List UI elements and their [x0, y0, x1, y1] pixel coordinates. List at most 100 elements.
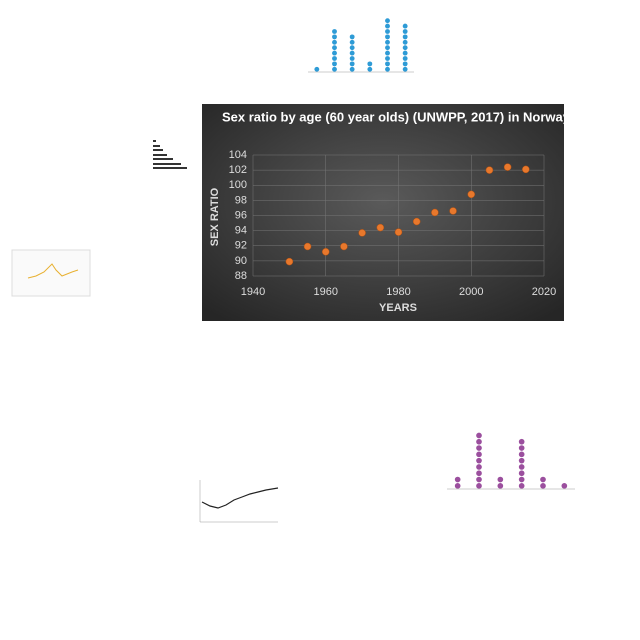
- dot: [385, 50, 390, 56]
- dot: [332, 56, 337, 61]
- point: [322, 248, 330, 256]
- point: [449, 207, 457, 215]
- point: [431, 208, 439, 217]
- dot: [402, 50, 408, 56]
- dot: [518, 483, 525, 489]
- y-tick-label: 98: [235, 194, 247, 206]
- x-axis-label: YEARS: [379, 302, 417, 314]
- y-tick-label: 90: [235, 255, 247, 267]
- dot: [332, 29, 337, 34]
- point: [394, 228, 403, 236]
- dot: [518, 438, 525, 445]
- point: [376, 223, 385, 232]
- y-tick-label: 96: [235, 209, 247, 221]
- dot: [332, 34, 337, 40]
- dot: [518, 445, 525, 451]
- thumbnail-line-2: [199, 480, 279, 523]
- point: [285, 257, 294, 266]
- dot: [349, 61, 355, 67]
- dot: [349, 45, 355, 51]
- dot: [476, 464, 482, 470]
- dot-column: [402, 23, 408, 72]
- point: [522, 165, 530, 174]
- dot: [349, 66, 355, 72]
- dot: [349, 50, 355, 56]
- point: [303, 242, 312, 251]
- y-tick-label: 94: [235, 225, 247, 237]
- dot: [385, 18, 390, 24]
- dot: [518, 451, 525, 458]
- x-tick-label: 1960: [314, 286, 338, 298]
- dot: [518, 470, 525, 477]
- dot: [476, 432, 482, 439]
- y-tick-label: 100: [229, 179, 247, 191]
- dot: [402, 66, 408, 72]
- dot: [385, 39, 390, 45]
- dot: [476, 451, 482, 458]
- dot: [476, 476, 482, 483]
- dot: [349, 39, 355, 45]
- dot: [402, 29, 408, 34]
- dot-column: [349, 34, 355, 72]
- dot: [402, 34, 408, 40]
- dot-column: [518, 438, 525, 489]
- chart-title: Sex ratio by age (60 year olds) (UNWPP, …: [222, 109, 571, 124]
- dot: [540, 476, 546, 483]
- thumbnail-bar: [153, 140, 187, 169]
- point: [467, 190, 475, 199]
- y-tick-label: 92: [235, 240, 247, 252]
- dot: [314, 66, 320, 72]
- x-tick-label: 1940: [241, 286, 265, 298]
- dot: [476, 483, 482, 489]
- y-tick-label: 88: [235, 270, 247, 282]
- dot: [497, 476, 504, 483]
- dot: [332, 61, 337, 67]
- dot-column: [540, 476, 546, 489]
- dot-column: [385, 18, 390, 72]
- y-axis-label: SEX RATIO: [209, 187, 221, 246]
- point: [503, 163, 512, 171]
- x-tick-label: 2020: [532, 286, 556, 298]
- dot-column: [497, 476, 504, 489]
- y-tick-label: 102: [229, 164, 247, 176]
- dot: [402, 61, 408, 67]
- dot: [332, 66, 337, 72]
- point: [412, 217, 421, 226]
- dot: [518, 476, 525, 483]
- dot: [349, 34, 355, 40]
- dot: [385, 29, 390, 34]
- dot: [476, 470, 482, 477]
- dot: [476, 457, 482, 464]
- dot: [332, 50, 337, 56]
- x-tick-label: 1980: [386, 286, 410, 298]
- dot: [518, 464, 525, 470]
- dot: [367, 66, 373, 72]
- x-tick-label: 2000: [459, 286, 483, 298]
- dot-column: [454, 476, 461, 489]
- dot: [385, 34, 390, 40]
- dot: [402, 56, 408, 61]
- dot: [385, 56, 390, 61]
- dot: [402, 39, 408, 45]
- dot: [332, 39, 337, 45]
- dot: [402, 45, 408, 51]
- dot-column: [367, 61, 373, 72]
- point: [485, 166, 494, 174]
- dot: [332, 45, 337, 51]
- dot: [385, 45, 390, 51]
- point: [340, 242, 348, 251]
- dot: [497, 483, 504, 489]
- dot: [385, 23, 390, 29]
- dot-column: [561, 483, 568, 489]
- thumbnail-line: [11, 249, 91, 297]
- dot: [561, 483, 568, 489]
- dot: [349, 56, 355, 61]
- dot-column: [476, 432, 482, 489]
- dot: [385, 61, 390, 67]
- dot: [476, 438, 482, 445]
- dot: [367, 61, 373, 67]
- dot: [402, 23, 408, 29]
- dot-column: [332, 29, 337, 72]
- dot: [476, 445, 482, 451]
